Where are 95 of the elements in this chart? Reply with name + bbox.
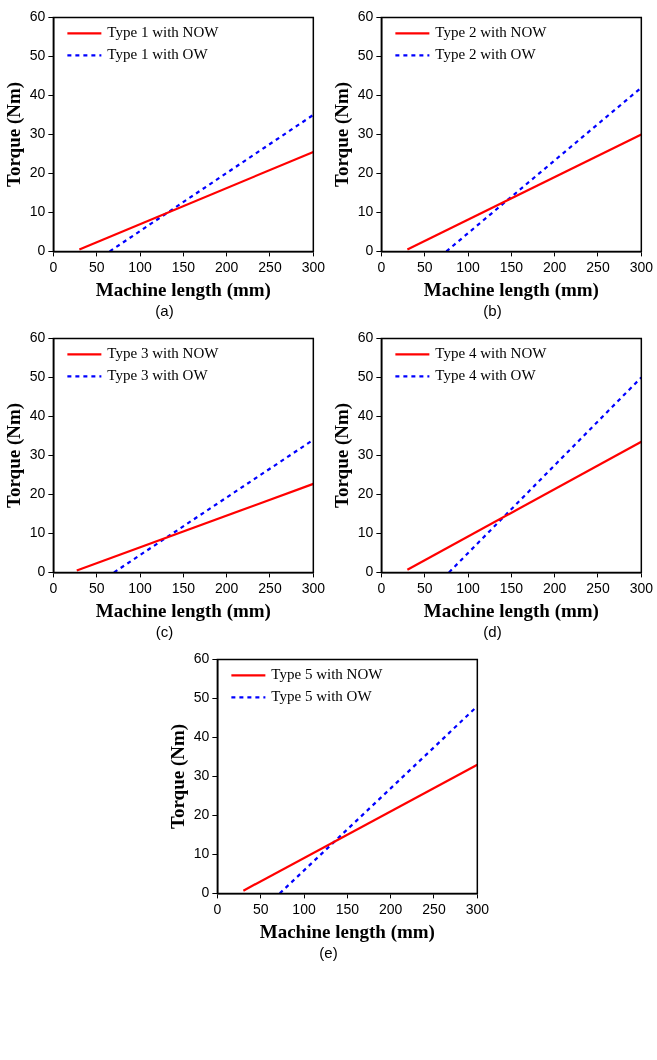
y-tick-label: 30 [29,446,46,463]
y-tick-label: 40 [357,407,374,424]
y-tick-label: 20 [357,485,374,502]
legend-label: Type 3 with OW [106,367,208,384]
y-tick-label: 60 [29,8,46,25]
y-tick-label: 30 [29,125,46,142]
y-axis-title: Torque (Nm) [2,81,25,187]
x-tick-label: 200 [214,258,239,275]
x-tick-label: 50 [252,900,269,917]
x-tick-label: 100 [127,579,152,596]
x-axis-title: Machine length (mm) [423,278,599,301]
y-tick-label: 40 [29,407,46,424]
legend-label: Type 2 with OW [434,46,536,63]
y-tick-label: 0 [37,563,46,580]
x-tick-label: 200 [214,579,239,596]
legend-label: Type 1 with OW [106,46,208,63]
y-axis-title: Torque (Nm) [330,402,353,508]
x-tick-label: 50 [88,258,105,275]
x-tick-label: 250 [585,579,610,596]
x-tick-label: 100 [455,579,480,596]
x-tick-label: 100 [291,900,316,917]
x-tick-label: 250 [257,258,282,275]
y-tick-label: 60 [357,329,374,346]
y-tick-label: 0 [201,884,210,901]
x-tick-label: 150 [499,258,523,275]
y-tick-label: 50 [357,368,374,385]
x-tick-label: 50 [416,258,433,275]
x-tick-label: 0 [212,900,221,917]
y-tick-label: 50 [193,689,210,706]
y-tick-label: 40 [193,728,210,745]
x-tick-label: 250 [585,258,610,275]
x-tick-label: 200 [542,258,567,275]
text: (a) [154,302,175,319]
x-tick-label: 0 [48,258,57,275]
x-tick-label: 300 [465,900,489,917]
legend-label: Type 5 with OW [270,688,372,705]
legend-label: Type 5 with NOW [270,666,383,683]
x-tick-label: 300 [629,258,653,275]
y-tick-label: 40 [357,86,374,103]
legend-label: Type 2 with NOW [434,24,547,41]
text: (d) [482,623,503,640]
y-tick-label: 50 [29,368,46,385]
y-tick-label: 60 [357,8,374,25]
x-tick-label: 150 [171,579,195,596]
y-axis-title: Torque (Nm) [166,723,189,829]
text: (e) [318,944,339,961]
y-tick-label: 10 [357,524,374,541]
x-tick-label: 150 [335,900,359,917]
y-tick-label: 30 [357,446,374,463]
x-tick-label: 50 [88,579,105,596]
y-tick-label: 20 [29,485,46,502]
y-tick-label: 0 [365,242,374,259]
x-tick-label: 250 [257,579,282,596]
y-tick-label: 10 [357,203,374,220]
x-tick-label: 100 [455,258,480,275]
y-tick-label: 60 [193,650,210,667]
y-tick-label: 10 [29,524,46,541]
x-tick-label: 300 [301,258,325,275]
x-tick-label: 0 [376,579,385,596]
x-tick-label: 0 [48,579,57,596]
legend-label: Type 4 with NOW [434,345,547,362]
x-tick-label: 300 [301,579,325,596]
x-tick-label: 200 [542,579,567,596]
x-tick-label: 150 [171,258,195,275]
x-axis-title: Machine length (mm) [95,278,271,301]
y-tick-label: 20 [29,164,46,181]
legend-label: Type 3 with NOW [106,345,219,362]
legend-label: Type 1 with NOW [106,24,219,41]
x-tick-label: 250 [421,900,446,917]
y-tick-label: 50 [29,47,46,64]
x-tick-label: 50 [416,579,433,596]
y-tick-label: 0 [365,563,374,580]
x-tick-label: 100 [127,258,152,275]
x-axis-title: Machine length (mm) [259,920,435,943]
x-tick-label: 0 [376,258,385,275]
x-tick-label: 300 [629,579,653,596]
legend-label: Type 4 with OW [434,367,536,384]
y-tick-label: 30 [193,767,210,784]
y-tick-label: 20 [193,806,210,823]
text: (c) [154,623,175,640]
y-tick-label: 60 [29,329,46,346]
y-tick-label: 20 [357,164,374,181]
y-tick-label: 40 [29,86,46,103]
y-tick-label: 10 [193,845,210,862]
x-axis-title: Machine length (mm) [423,599,599,622]
y-tick-label: 50 [357,47,374,64]
y-tick-label: 30 [357,125,374,142]
y-axis-title: Torque (Nm) [330,81,353,187]
text: (b) [482,302,503,319]
y-tick-label: 10 [29,203,46,220]
x-axis-title: Machine length (mm) [95,599,271,622]
y-axis-title: Torque (Nm) [2,402,25,508]
x-tick-label: 150 [499,579,523,596]
y-tick-label: 0 [37,242,46,259]
x-tick-label: 200 [378,900,403,917]
